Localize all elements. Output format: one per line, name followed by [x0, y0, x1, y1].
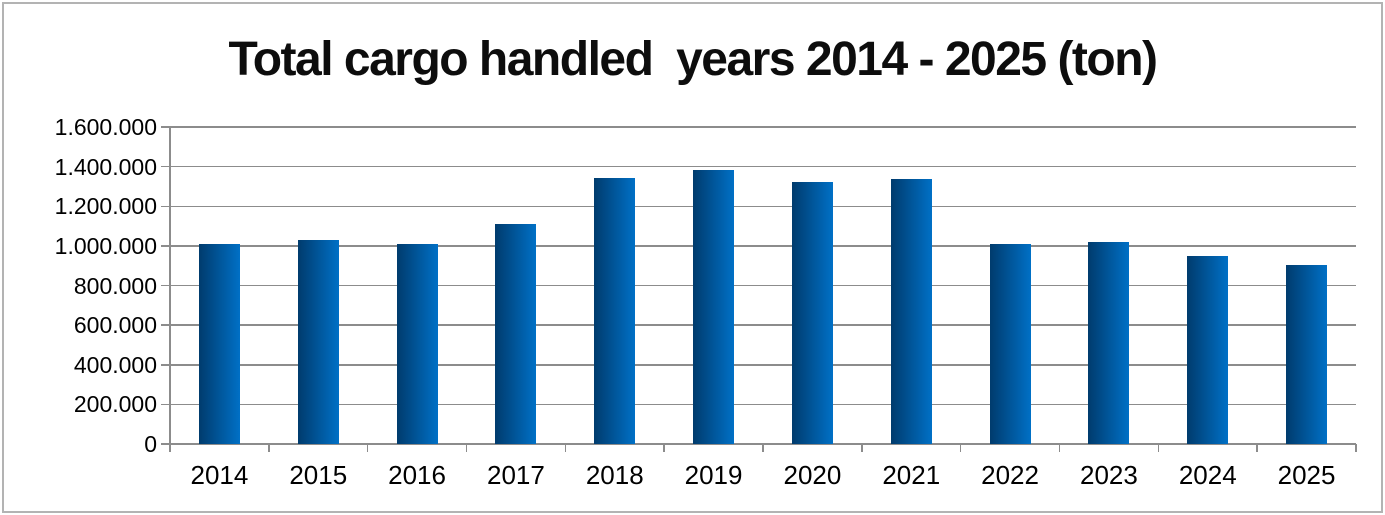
bar-2014 [198, 243, 240, 444]
x-axis-tick-label: 2016 [388, 460, 446, 490]
x-axis-tick [366, 444, 369, 452]
bar-2022 [989, 243, 1031, 444]
x-axis-tick [1355, 444, 1357, 452]
bar-2025 [1286, 264, 1328, 444]
x-axis-tick-label: 2017 [486, 460, 545, 490]
x-axis-tick [1058, 444, 1061, 452]
y-axis-tick-label: 400.000 [73, 351, 157, 378]
x-axis-tick [564, 444, 567, 452]
bar-2021 [890, 178, 932, 444]
gridline [170, 126, 1356, 128]
x-axis-tick-label: 2020 [783, 460, 842, 490]
x-axis-tick-label: 2015 [289, 460, 348, 490]
y-axis-tick [161, 205, 170, 207]
gridline [170, 364, 1356, 366]
x-axis-tick [169, 444, 171, 452]
x-axis-tick-label: 2014 [190, 460, 249, 490]
y-axis-tick-label: 1.600.000 [54, 114, 157, 140]
y-axis-tick [161, 403, 170, 406]
bar-2017 [495, 224, 537, 444]
x-axis-tick-label: 2024 [1178, 460, 1237, 490]
gridline [170, 245, 1356, 247]
y-axis-tick-label: 200.000 [73, 391, 157, 418]
gridline [170, 324, 1356, 326]
x-axis-tick [465, 444, 468, 452]
x-axis-tick-label: 2019 [684, 460, 743, 490]
bar-2020 [791, 182, 833, 444]
x-axis-tick-label: 2023 [1079, 460, 1138, 490]
bar-2018 [594, 177, 636, 444]
y-axis-line [169, 127, 171, 452]
y-axis-tick [161, 443, 170, 445]
y-axis-tick-label: 1.000.000 [54, 232, 157, 259]
y-axis-tick [161, 165, 170, 168]
y-axis-tick-label: 600.000 [73, 312, 157, 339]
x-axis-tick-label: 2025 [1277, 460, 1336, 490]
y-axis-tick [161, 245, 170, 247]
x-axis-tick [1157, 444, 1160, 452]
bar-2024 [1187, 255, 1229, 444]
x-axis-tick [1256, 444, 1258, 452]
y-axis-tick-label: 0 [144, 431, 157, 457]
x-axis-tick [762, 444, 764, 452]
gridline [170, 165, 1356, 168]
gridline [170, 403, 1356, 406]
x-axis-tick [861, 444, 863, 452]
x-axis-tick-label: 2022 [981, 460, 1039, 490]
gridline [170, 284, 1356, 287]
bar-2015 [297, 239, 339, 444]
y-axis-tick-label: 1.200.000 [54, 193, 157, 220]
y-axis-tick [161, 126, 170, 128]
y-axis-tick [161, 284, 170, 287]
gridline [170, 205, 1356, 207]
y-axis-tick [161, 324, 170, 326]
x-axis-tick [663, 444, 665, 452]
x-axis-tick-label: 2021 [882, 460, 941, 490]
bar-2016 [396, 243, 438, 444]
x-axis-tick [268, 444, 270, 452]
x-axis-tick [959, 444, 962, 452]
x-axis-tick-label: 2018 [585, 460, 644, 490]
y-axis-tick-label: 1.400.000 [54, 153, 157, 180]
bar-2019 [693, 169, 735, 444]
chart-title: Total cargo handled years 2014 - 2025 (t… [228, 33, 1158, 86]
bar-2023 [1088, 241, 1130, 444]
y-axis-tick [161, 364, 170, 366]
plot-area: 1.600.000 1.400.000 1.200.000 1.000.000 800.… [55, 114, 1357, 490]
y-axis-tick-label: 800.000 [73, 272, 157, 299]
